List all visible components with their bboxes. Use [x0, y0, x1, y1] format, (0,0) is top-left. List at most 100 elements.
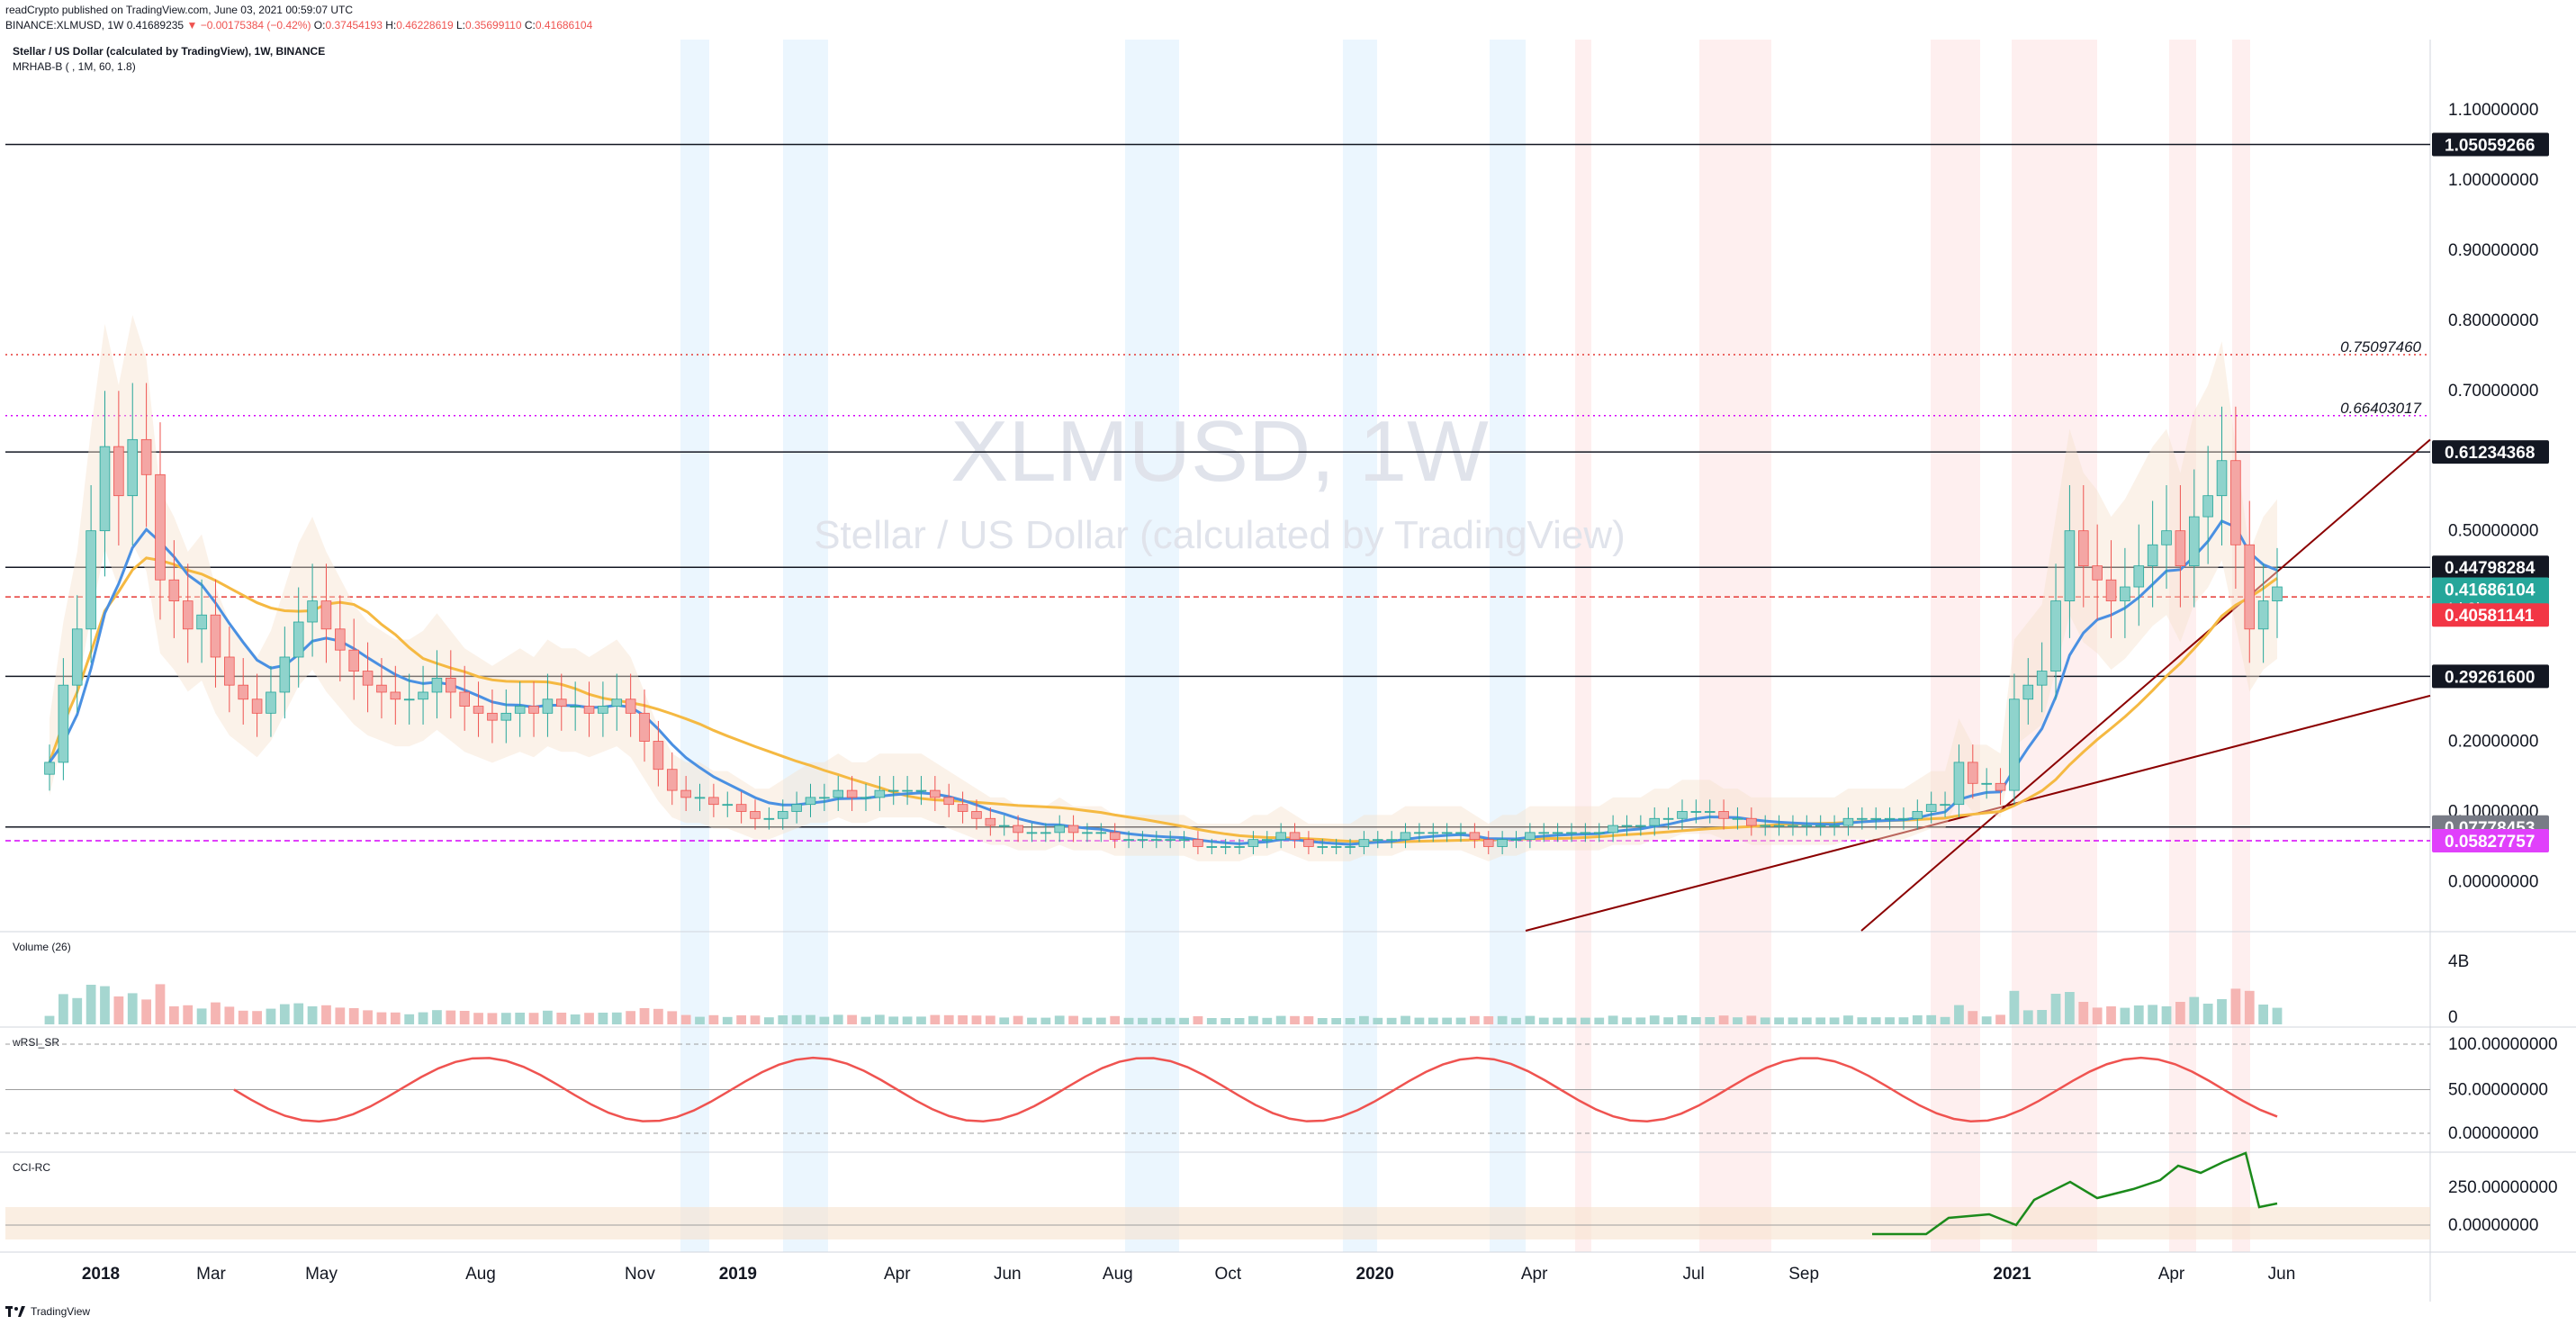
volume-bar-134 — [1898, 1017, 1909, 1024]
candle-body-120 — [1704, 811, 1716, 813]
y-tick-2: 0.90000000 — [2448, 241, 2538, 260]
volume-bar-5 — [113, 996, 124, 1024]
x-tick-8: Aug — [1103, 1265, 1133, 1284]
volume-bar-30 — [459, 1011, 470, 1024]
volume-bar-48 — [708, 1014, 719, 1024]
wrsi-label: wRSI_SR — [12, 1036, 59, 1049]
candle-body-1 — [58, 684, 69, 763]
legend-title: Stellar / US Dollar (calculated by Tradi… — [13, 45, 325, 58]
volume-bar-88 — [1262, 1017, 1273, 1024]
volume-bar-33 — [500, 1013, 511, 1024]
candle-body-37 — [556, 699, 567, 707]
candle-body-159 — [2244, 544, 2256, 630]
level-inline-label-1: 0.75097460 — [2340, 338, 2421, 356]
candle-body-108 — [1538, 832, 1550, 834]
volume-bar-79 — [1138, 1017, 1148, 1024]
candle-body-117 — [1662, 817, 1674, 820]
candle-body-36 — [542, 699, 554, 714]
volume-bar-6 — [127, 993, 138, 1024]
highlight-band-4 — [1490, 40, 1526, 1252]
candle-body-73 — [1054, 825, 1065, 834]
candle-body-58 — [846, 789, 858, 798]
candle-body-19 — [307, 600, 318, 623]
volume-bar-111 — [1580, 1017, 1590, 1024]
volume-bar-121 — [1718, 1015, 1729, 1024]
volume-bar-84 — [1206, 1018, 1217, 1024]
volume-bar-143 — [2022, 1010, 2033, 1024]
candle-body-124 — [1760, 825, 1770, 827]
candle-body-83 — [1193, 839, 1203, 847]
wrsi-line — [233, 1056, 2278, 1123]
y-tick-0: 1.10000000 — [2448, 101, 2538, 120]
candle-body-153 — [2161, 530, 2172, 545]
volume-bar-75 — [1082, 1017, 1093, 1024]
volume-bar-72 — [1040, 1017, 1051, 1024]
x-tick-0: 2018 — [82, 1265, 120, 1284]
volume-bar-155 — [2189, 996, 2200, 1024]
volume-bar-36 — [543, 1010, 553, 1024]
volume-bar-82 — [1179, 1017, 1189, 1024]
candle-body-65 — [943, 797, 955, 806]
volume-bar-144 — [2037, 1010, 2048, 1024]
watermark-name: Stellar / US Dollar (calculated by Tradi… — [814, 513, 1626, 557]
candle-body-63 — [915, 789, 927, 792]
volume-bar-1 — [58, 994, 68, 1024]
price-badge-label-0: 1.05059266 — [2445, 136, 2535, 155]
volume-bar-62 — [902, 1016, 913, 1024]
volume-bar-21 — [335, 1007, 346, 1024]
volume-bar-73 — [1054, 1015, 1065, 1024]
candle-body-34 — [514, 706, 526, 714]
candle-body-77 — [1109, 832, 1121, 841]
cci-tick-0: 250.00000000 — [2448, 1178, 2558, 1197]
volume-bar-46 — [680, 1014, 691, 1024]
volume-bar-147 — [2078, 1002, 2089, 1024]
candle-body-114 — [1621, 825, 1633, 827]
trendline-upper — [1860, 438, 2431, 932]
cci-zone — [5, 1207, 2430, 1239]
candle-body-129 — [1829, 825, 1840, 827]
volume-bar-129 — [1829, 1017, 1840, 1024]
candle-body-142 — [2009, 699, 2020, 791]
cci-tick-1: 0.00000000 — [2448, 1216, 2538, 1235]
candle-body-137 — [1940, 804, 1950, 807]
x-tick-1: Mar — [196, 1265, 226, 1284]
price-badge-label-2: 0.44798284 — [2445, 559, 2535, 578]
volume-bar-67 — [971, 1015, 982, 1024]
highlight-band-5 — [1575, 40, 1591, 1252]
candle-body-90 — [1289, 832, 1301, 841]
volume-bar-69 — [999, 1017, 1010, 1024]
volume-bar-20 — [321, 1005, 331, 1024]
candle-body-40 — [598, 706, 608, 714]
volume-bar-114 — [1622, 1017, 1632, 1024]
candle-body-32 — [487, 712, 498, 721]
volume-bar-149 — [2106, 1006, 2116, 1024]
candle-body-55 — [805, 797, 816, 806]
y-tick-4: 0.70000000 — [2448, 382, 2538, 401]
price-badge-label-1: 0.61234368 — [2445, 444, 2535, 463]
volume-bar-90 — [1290, 1015, 1300, 1024]
volume-bar-52 — [763, 1017, 774, 1024]
x-tick-16: Jun — [2268, 1265, 2296, 1284]
candle-body-84 — [1206, 846, 1218, 848]
volume-bar-53 — [778, 1015, 788, 1024]
highlight-band-2 — [1125, 40, 1179, 1252]
volume-bar-91 — [1303, 1016, 1314, 1024]
candle-body-145 — [2050, 600, 2061, 672]
volume-bar-145 — [2050, 994, 2061, 1024]
y-tick-8: 0.00000000 — [2448, 872, 2538, 891]
volume-bar-95 — [1359, 1015, 1369, 1024]
volume-bar-50 — [736, 1015, 747, 1024]
candle-body-12 — [210, 614, 221, 658]
volume-tick-1: 0 — [2448, 1008, 2458, 1027]
highlight-band-1 — [783, 40, 828, 1252]
volume-bar-71 — [1027, 1017, 1037, 1024]
candle-body-92 — [1317, 846, 1329, 848]
candle-body-149 — [2105, 579, 2117, 602]
candle-body-151 — [2133, 565, 2145, 588]
candle-body-91 — [1303, 839, 1314, 847]
volume-bar-89 — [1275, 1015, 1286, 1024]
volume-bar-18 — [293, 1003, 304, 1024]
candle-body-8 — [155, 473, 166, 581]
candle-body-66 — [957, 804, 968, 812]
